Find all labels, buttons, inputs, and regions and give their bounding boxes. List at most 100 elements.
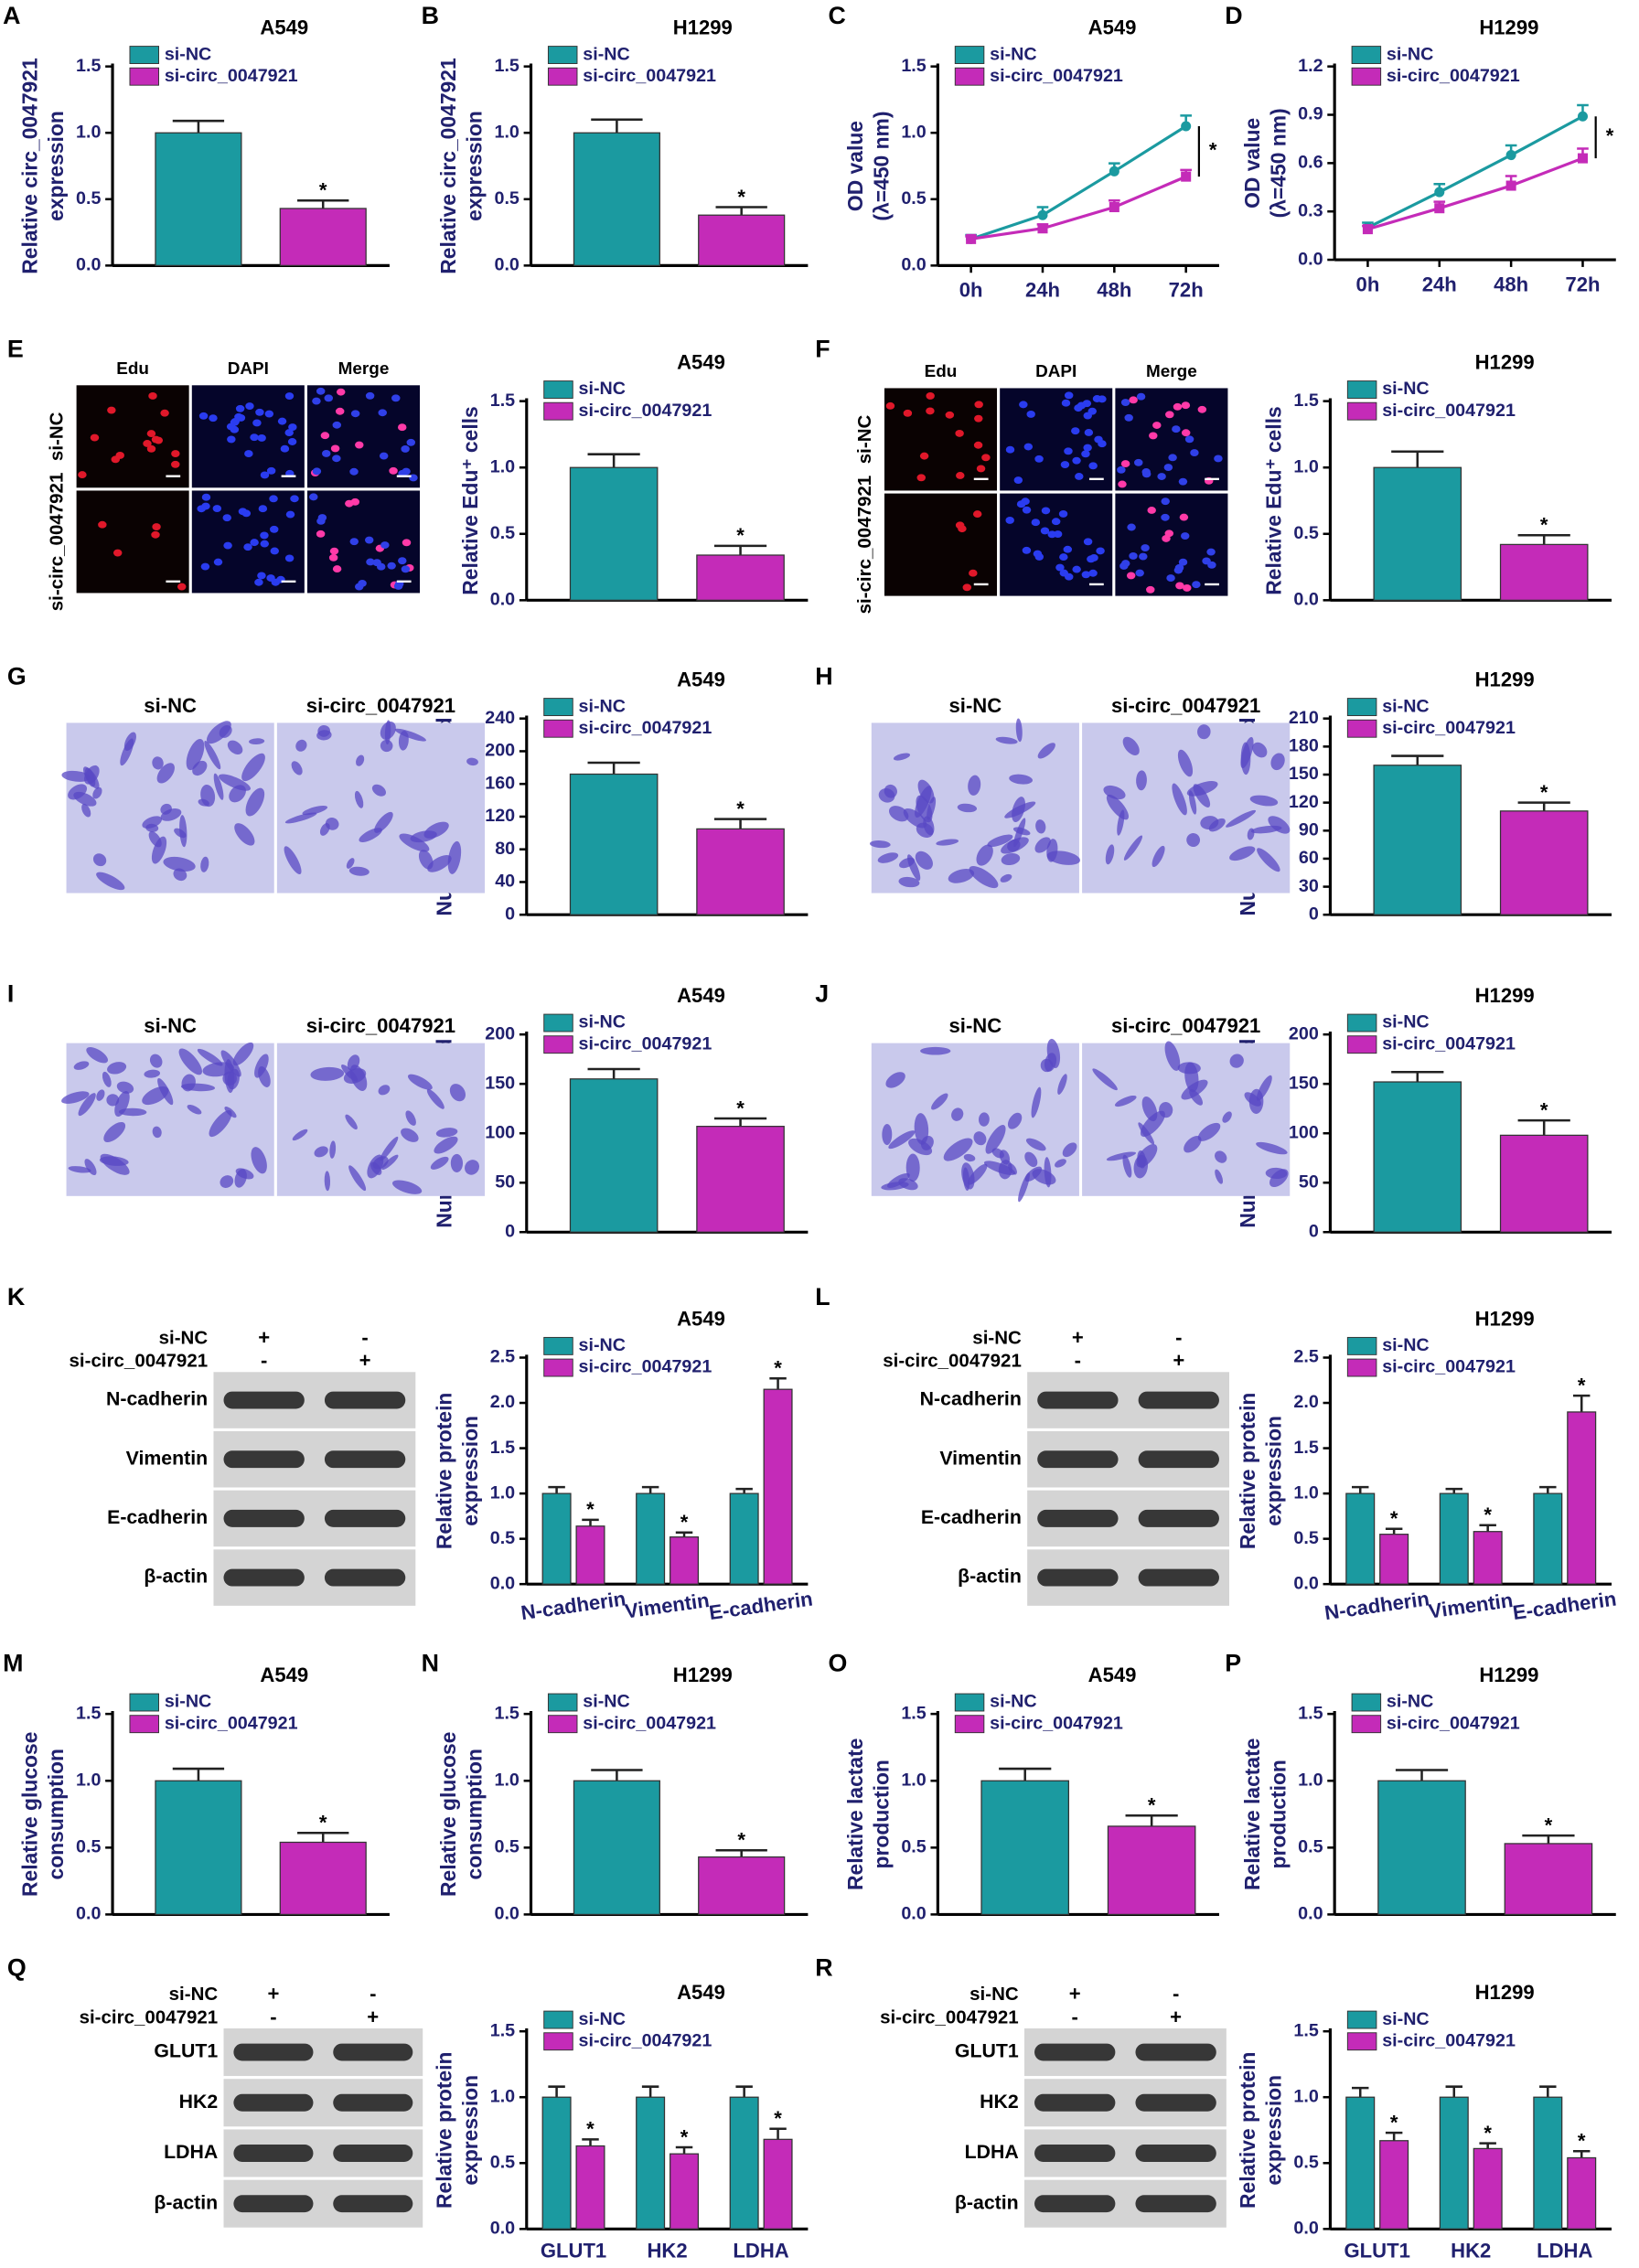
- error-bar: [675, 1531, 693, 1537]
- cell: [973, 1131, 987, 1146]
- legend-label: si-circ_0047921: [579, 718, 712, 738]
- column-label: Merge: [1146, 362, 1197, 381]
- cell: [1057, 1074, 1067, 1095]
- cell: [1106, 794, 1130, 820]
- error-bar: [1539, 2085, 1557, 2098]
- nucleus: [1019, 401, 1028, 409]
- nucleus: [316, 387, 326, 395]
- nucleus: [1117, 465, 1126, 474]
- blot-band: [1037, 1450, 1119, 1469]
- cell: [102, 1071, 112, 1087]
- cell: [1252, 742, 1268, 758]
- column-label: si-circ_0047921: [306, 1014, 455, 1037]
- cell: [227, 740, 243, 755]
- nucleus: [201, 502, 210, 510]
- y-tick-label: 2.5: [1293, 1347, 1318, 1367]
- cell: [84, 1159, 97, 1176]
- y-axis-label: production: [869, 1760, 893, 1868]
- error-bar: [735, 2085, 753, 2098]
- cell: [198, 798, 209, 807]
- nucleus: [332, 565, 342, 573]
- protein-label: Vimentin: [126, 1447, 208, 1469]
- cell: [106, 1094, 120, 1107]
- chart-title: H1299: [673, 16, 733, 38]
- nucleus: [1168, 454, 1177, 462]
- cell: [987, 834, 1013, 848]
- legend-swatch: [1346, 401, 1377, 421]
- x-tick-label: HK2: [647, 2239, 687, 2262]
- nucleus: [254, 578, 263, 586]
- x-tick-label: N-cadherin: [1323, 1587, 1431, 1624]
- legend-swatch: [1346, 1358, 1377, 1377]
- y-axis-label: Relative protein: [432, 1393, 455, 1550]
- nucleus: [222, 514, 231, 522]
- nucleus: [391, 394, 401, 402]
- y-axis-label: OD value: [1240, 118, 1264, 209]
- protein-label: β-actin: [154, 2191, 218, 2213]
- nucleus: [1172, 425, 1181, 433]
- error-bar: [713, 544, 767, 555]
- nucleus: [1060, 461, 1070, 468]
- y-tick-label: 160: [485, 773, 515, 793]
- nucleus: [397, 423, 407, 432]
- cell: [1222, 1111, 1232, 1123]
- cell: [1007, 1112, 1023, 1129]
- nucleus: [1178, 477, 1188, 486]
- lane-sign: +: [1170, 2006, 1182, 2028]
- cell: [381, 1154, 399, 1171]
- nucleus: [312, 467, 322, 476]
- blot-band: [223, 1509, 305, 1527]
- y-axis-label: production: [1266, 1760, 1290, 1868]
- cell: [985, 1124, 1006, 1154]
- error-bar: [1517, 801, 1570, 811]
- legend-label: si-NC: [1382, 379, 1429, 399]
- protein-label: β-actin: [958, 1566, 1022, 1588]
- protein-label: N-cadherin: [920, 1388, 1022, 1410]
- significance-mark: *: [586, 1498, 595, 1521]
- error-bar: [1385, 2131, 1403, 2141]
- y-tick-label: 0.9: [1298, 104, 1323, 124]
- error-bar: [1352, 1485, 1369, 1494]
- cell: [1177, 749, 1194, 777]
- cell: [81, 803, 91, 818]
- nucleus: [201, 493, 211, 501]
- condition-label: si-NC: [159, 1327, 209, 1348]
- cell: [1031, 1086, 1042, 1118]
- nucleus: [269, 495, 278, 503]
- nucleus: [234, 412, 243, 421]
- y-tick-label: 0.5: [1293, 523, 1318, 543]
- point: [1434, 187, 1445, 198]
- panel-letter: A: [3, 2, 20, 29]
- micrograph: [884, 493, 998, 596]
- nucleus: [916, 474, 927, 482]
- y-tick-label: 90: [1299, 819, 1319, 840]
- nucleus: [365, 391, 375, 400]
- error-bar: [1572, 2150, 1591, 2158]
- y-tick-label: 0.0: [1293, 2218, 1318, 2238]
- nucleus: [1202, 557, 1211, 565]
- error-bar: [1391, 450, 1444, 468]
- chart-title: H1299: [1475, 350, 1535, 373]
- blot-band: [1135, 2043, 1216, 2061]
- blot-band: [1034, 2195, 1116, 2213]
- cell: [200, 856, 209, 872]
- cell: [434, 1136, 458, 1154]
- bar: [1379, 2140, 1409, 2230]
- legend-swatch: [1351, 46, 1382, 64]
- cell: [142, 816, 163, 829]
- panel-letter: N: [422, 1650, 439, 1677]
- cell: [968, 775, 981, 796]
- blot-band: [1037, 1568, 1119, 1587]
- bar: [1439, 2096, 1469, 2230]
- bar: [696, 554, 785, 601]
- y-tick-label: 100: [485, 1122, 515, 1142]
- cell: [1250, 825, 1282, 834]
- row-label: si-NC: [47, 412, 68, 461]
- nucleus: [151, 530, 160, 539]
- nucleus: [1072, 565, 1081, 573]
- cell: [1240, 742, 1251, 776]
- protein-label: β-actin: [955, 2191, 1019, 2213]
- y-axis-label: Relative protein: [432, 2051, 455, 2209]
- nucleus: [1055, 563, 1065, 572]
- cell: [1025, 1138, 1046, 1151]
